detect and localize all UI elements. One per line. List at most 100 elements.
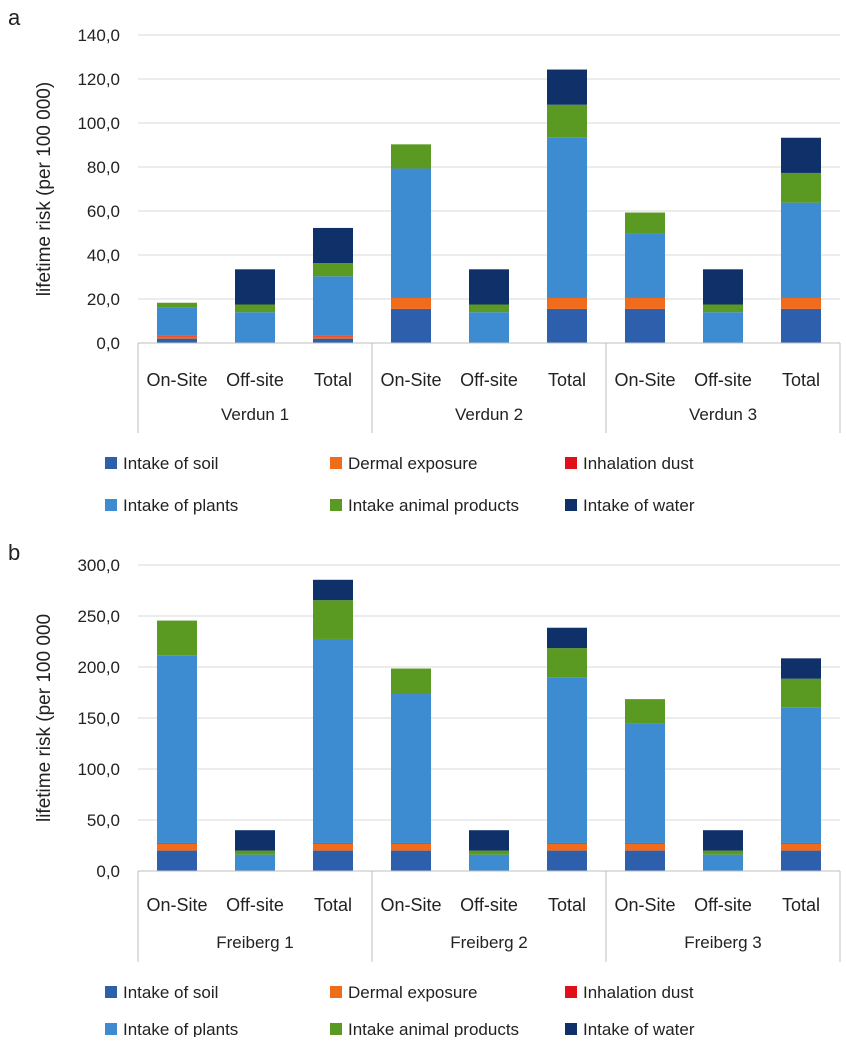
legend-swatch-inhalation-dust — [565, 986, 577, 998]
legend-swatch-intake-of-plants — [105, 499, 117, 511]
bar-intake-of-soil-3 — [391, 308, 431, 343]
legend-swatch-intake-of-plants — [105, 1023, 117, 1035]
y-tick-label: 300,0 — [77, 556, 120, 575]
bar-intake-of-plants-3 — [391, 168, 431, 298]
bar-intake-animal-products-5 — [547, 104, 587, 138]
group-label: Freiberg 1 — [216, 933, 293, 952]
bar-intake-of-plants-8 — [781, 707, 821, 843]
category-label: On-Site — [146, 370, 207, 390]
bar-intake-animal-products-6 — [625, 212, 665, 234]
y-tick-label: 40,0 — [87, 246, 120, 265]
bar-inhalation-dust-8 — [781, 842, 821, 844]
category-label: Off-site — [694, 895, 752, 915]
category-label: On-Site — [146, 895, 207, 915]
bar-intake-of-plants-2 — [313, 638, 353, 843]
bar-intake-of-soil-5 — [547, 308, 587, 343]
bar-intake-of-plants-0 — [157, 307, 197, 336]
category-label: Total — [782, 895, 820, 915]
bar-intake-animal-products-4 — [469, 850, 509, 855]
category-label: Off-site — [226, 895, 284, 915]
bar-intake-of-plants-0 — [157, 655, 197, 843]
bar-intake-animal-products-3 — [391, 668, 431, 695]
y-tick-label: 100,0 — [77, 760, 120, 779]
legend-swatch-dermal-exposure — [330, 457, 342, 469]
bar-intake-of-plants-5 — [547, 677, 587, 843]
bar-dermal-exposure-8 — [781, 297, 821, 309]
legend-swatch-inhalation-dust — [565, 457, 577, 469]
legend-label: Intake animal products — [348, 496, 519, 515]
y-tick-label: 80,0 — [87, 158, 120, 177]
bar-dermal-exposure-5 — [547, 297, 587, 309]
bar-intake-animal-products-5 — [547, 648, 587, 678]
bar-intake-of-water-1 — [235, 269, 275, 305]
legend-swatch-intake-animal-products — [330, 499, 342, 511]
bar-intake-of-water-5 — [547, 69, 587, 105]
legend-label: Inhalation dust — [583, 983, 694, 1002]
y-tick-label: 140,0 — [77, 26, 120, 45]
bar-dermal-exposure-6 — [625, 843, 665, 851]
bar-inhalation-dust-3 — [391, 842, 431, 844]
y-tick-label: 60,0 — [87, 202, 120, 221]
bar-intake-of-water-1 — [235, 830, 275, 851]
category-label: On-Site — [380, 370, 441, 390]
bar-intake-of-water-8 — [781, 658, 821, 679]
legend-label: Intake of soil — [123, 454, 218, 473]
bar-intake-animal-products-8 — [781, 172, 821, 203]
category-label: Total — [548, 370, 586, 390]
bar-intake-animal-products-4 — [469, 304, 509, 313]
bar-intake-animal-products-7 — [703, 304, 743, 313]
bar-intake-animal-products-2 — [313, 600, 353, 639]
legend-label: Intake of plants — [123, 496, 238, 515]
category-label: Off-site — [460, 895, 518, 915]
legend-label: Intake of soil — [123, 983, 218, 1002]
category-label: On-Site — [614, 370, 675, 390]
chart-panel-a: a 0,0 20,0 40,0 60,0 80,0 100,0 120,0 140,0 lifet… — [8, 5, 841, 515]
group-label: Freiberg 3 — [684, 933, 761, 952]
bar-intake-animal-products-0 — [157, 302, 197, 308]
bar-inhalation-dust-5 — [547, 297, 587, 298]
bar-inhalation-dust-8 — [781, 297, 821, 298]
category-label: On-Site — [614, 895, 675, 915]
legend-swatch-intake-of-water — [565, 1023, 577, 1035]
bar-intake-of-plants-2 — [313, 276, 353, 336]
legend-label: Intake animal products — [348, 1020, 519, 1037]
bar-intake-of-plants-1 — [235, 312, 275, 343]
bar-intake-animal-products-0 — [157, 620, 197, 656]
bar-dermal-exposure-3 — [391, 843, 431, 851]
y-axis-label: lifetime risk (per 100 000 — [34, 614, 55, 822]
bar-intake-of-plants-6 — [625, 723, 665, 843]
bar-intake-of-soil-2 — [313, 338, 353, 343]
bar-intake-of-plants-7 — [703, 312, 743, 343]
legend-swatch-intake-of-soil — [105, 457, 117, 469]
legend-label: Intake of water — [583, 496, 695, 515]
bar-dermal-exposure-0 — [157, 843, 197, 851]
bar-intake-of-plants-4 — [469, 312, 509, 343]
category-label: Total — [548, 895, 586, 915]
category-label: Off-site — [460, 370, 518, 390]
bar-intake-of-soil-8 — [781, 850, 821, 871]
bar-intake-of-soil-6 — [625, 308, 665, 343]
y-tick-label: 50,0 — [87, 811, 120, 830]
bar-intake-of-water-4 — [469, 830, 509, 851]
bar-inhalation-dust-6 — [625, 842, 665, 844]
group-label: Verdun 3 — [689, 405, 757, 424]
bar-intake-of-water-2 — [313, 579, 353, 601]
legend-label: Inhalation dust — [583, 454, 694, 473]
group-label: Freiberg 2 — [450, 933, 527, 952]
legend-label: Intake of plants — [123, 1020, 238, 1037]
bar-inhalation-dust-5 — [547, 842, 587, 844]
bar-intake-animal-products-7 — [703, 850, 743, 855]
y-tick-label: 0,0 — [96, 334, 120, 353]
bar-intake-of-plants-7 — [703, 854, 743, 871]
y-axis-label: lifetime risk (per 100 000) — [34, 82, 55, 296]
bar-intake-animal-products-1 — [235, 850, 275, 855]
y-tick-label: 150,0 — [77, 709, 120, 728]
category-label: Total — [782, 370, 820, 390]
bar-intake-of-plants-3 — [391, 694, 431, 843]
bar-intake-of-soil-0 — [157, 850, 197, 871]
bar-intake-of-plants-8 — [781, 202, 821, 298]
bar-dermal-exposure-0 — [157, 336, 197, 339]
y-tick-label: 120,0 — [77, 70, 120, 89]
bar-intake-of-water-7 — [703, 830, 743, 851]
